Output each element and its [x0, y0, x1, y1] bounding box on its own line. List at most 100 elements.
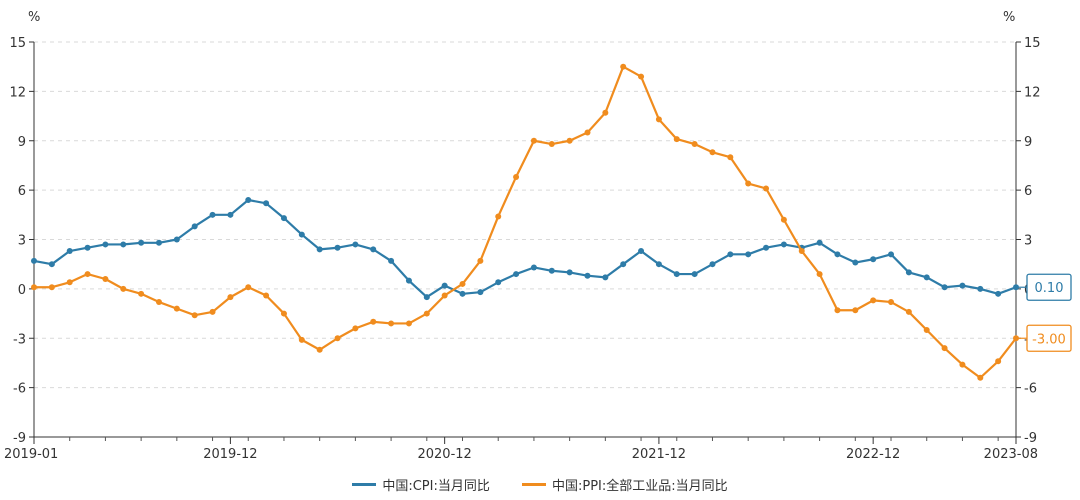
data-point-ppi — [959, 361, 966, 368]
legend-label-cpi: 中国:CPI:当月同比 — [382, 479, 490, 494]
data-point-ppi — [709, 149, 716, 156]
data-point-cpi — [566, 269, 573, 276]
data-point-ppi — [816, 271, 823, 278]
y-tick-label-right: -6 — [1024, 382, 1037, 397]
data-point-ppi — [48, 284, 55, 291]
y-tick-label-left: 15 — [9, 36, 26, 51]
y-tick-label-left: -3 — [13, 332, 26, 347]
data-point-ppi — [798, 248, 805, 255]
y-tick-label-right: 9 — [1024, 135, 1032, 150]
data-point-cpi — [352, 241, 359, 248]
data-point-ppi — [459, 280, 466, 287]
end-label-box-cpi — [1026, 273, 1072, 301]
data-point-cpi — [459, 290, 466, 297]
data-point-ppi — [155, 299, 162, 306]
data-point-ppi — [388, 320, 395, 327]
data-point-cpi — [173, 236, 180, 243]
legend-item-cpi[interactable]: 中国:CPI:当月同比 — [352, 475, 490, 494]
data-point-ppi — [923, 327, 930, 334]
data-point-ppi — [620, 63, 627, 70]
data-point-cpi — [638, 248, 645, 255]
data-point-ppi — [995, 358, 1002, 365]
series-line-ppi — [34, 65, 1017, 379]
y-tick-label-right: -9 — [1024, 431, 1037, 446]
data-point-cpi — [316, 246, 323, 253]
data-point-ppi — [334, 335, 341, 342]
data-point-cpi — [280, 215, 287, 222]
data-point-ppi — [173, 305, 180, 312]
data-point-cpi — [602, 274, 609, 281]
data-point-cpi — [227, 211, 234, 218]
data-point-cpi — [923, 274, 930, 281]
x-tick-label: 2019-12 — [203, 447, 257, 462]
data-point-ppi — [441, 292, 448, 299]
data-point-cpi — [334, 244, 341, 251]
data-point-ppi — [120, 285, 127, 292]
data-point-cpi — [941, 284, 948, 291]
x-tick-label: 2019-01 — [4, 447, 58, 462]
y-tick-label-left: 12 — [9, 85, 26, 100]
data-point-cpi — [191, 223, 198, 230]
data-point-cpi — [209, 211, 216, 218]
data-point-cpi — [441, 282, 448, 289]
data-point-cpi — [655, 261, 662, 268]
data-point-ppi — [548, 141, 555, 148]
data-point-ppi — [763, 185, 770, 192]
gridlines — [34, 41, 1016, 389]
data-point-ppi — [870, 297, 877, 304]
end-label-box-ppi — [1026, 324, 1072, 352]
y-tick-label-left: 0 — [18, 283, 26, 298]
data-point-cpi — [977, 285, 984, 292]
data-point-cpi — [513, 271, 520, 278]
data-point-ppi — [316, 346, 323, 353]
x-tick-label: 2022-12 — [846, 447, 900, 462]
data-point-ppi — [423, 310, 430, 317]
data-point-ppi — [263, 292, 270, 299]
data-point-cpi — [120, 241, 127, 248]
x-tick-label: 2021-12 — [632, 447, 686, 462]
data-point-ppi — [852, 307, 859, 314]
data-point-cpi — [888, 251, 895, 258]
data-point-ppi — [280, 310, 287, 317]
data-point-ppi — [941, 345, 948, 352]
data-point-ppi — [31, 284, 37, 291]
data-point-cpi — [834, 251, 841, 258]
legend-item-ppi[interactable]: 中国:PPI:全部工业品:当月同比 — [522, 475, 728, 494]
data-point-cpi — [66, 248, 73, 255]
data-point-cpi — [673, 271, 680, 278]
data-point-cpi — [745, 251, 752, 258]
data-point-cpi — [584, 272, 591, 279]
data-point-ppi — [727, 154, 734, 161]
y-tick-label-left: -9 — [13, 431, 26, 446]
data-point-ppi — [513, 173, 520, 180]
series-line-cpi — [33, 198, 1017, 299]
y-tick-label-right: 12 — [1024, 85, 1041, 100]
data-point-ppi — [566, 137, 573, 144]
data-point-cpi — [388, 257, 395, 264]
data-point-ppi — [405, 320, 412, 327]
left-axis-unit: % — [28, 10, 40, 25]
data-point-cpi — [495, 279, 502, 286]
end-label-cpi: 0.10 — [1035, 281, 1064, 296]
data-point-ppi — [352, 325, 359, 332]
data-point-cpi — [620, 261, 627, 268]
data-point-ppi — [584, 129, 591, 136]
data-point-ppi — [370, 318, 377, 325]
data-point-cpi — [816, 239, 823, 246]
data-point-ppi — [745, 180, 752, 187]
end-labels: 0.10 -3.00 — [1016, 273, 1072, 352]
data-point-ppi — [209, 308, 216, 315]
data-point-cpi — [709, 261, 716, 268]
data-point-cpi — [138, 239, 145, 246]
data-point-cpi — [423, 294, 430, 301]
legend-swatch-cpi — [352, 483, 377, 486]
data-point-ppi — [191, 312, 198, 319]
data-point-cpi — [548, 267, 555, 274]
data-point-ppi — [227, 294, 234, 301]
y-tick-label-right: 15 — [1024, 36, 1041, 51]
x-tick-label: 2020-12 — [417, 447, 471, 462]
legend-label-ppi: 中国:PPI:全部工业品:当月同比 — [552, 479, 728, 494]
data-point-ppi — [495, 213, 502, 220]
